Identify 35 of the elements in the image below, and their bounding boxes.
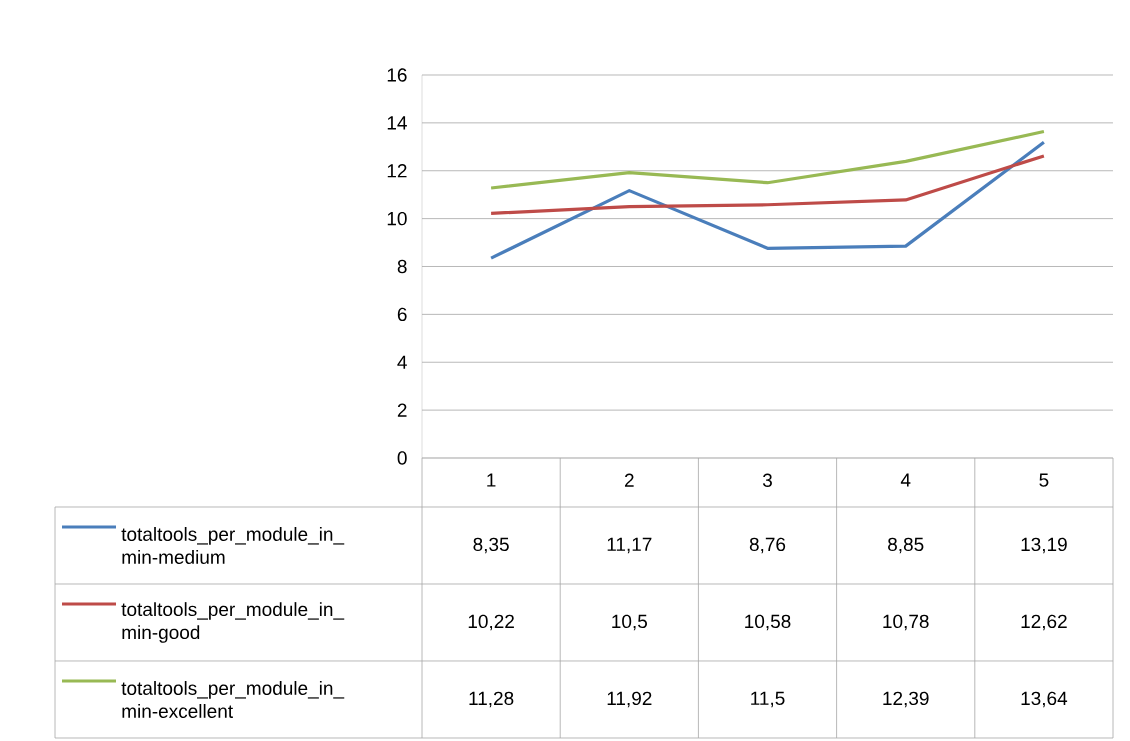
line-series [489,154,1046,215]
data-label: 8,35 [473,537,509,554]
x-tick-label: 3 [762,473,772,487]
y-tick-label: 0 [397,451,407,465]
x-tick-label: 2 [624,473,634,487]
y-tick-label: 8 [397,259,407,274]
data-label: 13,64 [1021,691,1068,708]
y-tick-label: 14 [387,116,407,130]
legend-label: totaltools_per_module_in_min-excellent [121,681,345,718]
x-tick-label: 4 [900,473,911,487]
line-series [489,140,1046,260]
y-tick-label: 4 [397,355,407,369]
data-label: 8,85 [888,537,924,554]
y-tick-label: 2 [397,403,407,417]
data-label: 13,19 [1021,537,1067,554]
y-tick-label: 12 [387,164,407,178]
data-label: 11,17 [607,537,652,554]
data-label: 11,28 [469,691,514,708]
legend-label: totaltools_per_module_in_min-good [121,602,345,643]
y-tick-label: 6 [397,307,407,322]
data-label: 10,5 [612,614,647,631]
data-label: 10,22 [468,614,514,631]
legend-label: totaltools_per_module_in_min-medium [121,527,345,564]
data-label: 12,62 [1021,614,1067,631]
x-tick-label: 5 [1039,473,1049,487]
data-label: 10,78 [883,614,929,631]
data-label: 11,92 [607,691,652,708]
data-label: 11,5 [751,691,785,708]
y-tick-label: 16 [387,68,407,82]
x-tick-label: 1 [487,473,496,487]
line-series [489,129,1046,190]
data-label: 10,58 [745,614,791,631]
data-label: 12,39 [883,691,929,708]
y-tick-label: 10 [387,211,407,226]
data-label: 8,76 [749,537,786,554]
